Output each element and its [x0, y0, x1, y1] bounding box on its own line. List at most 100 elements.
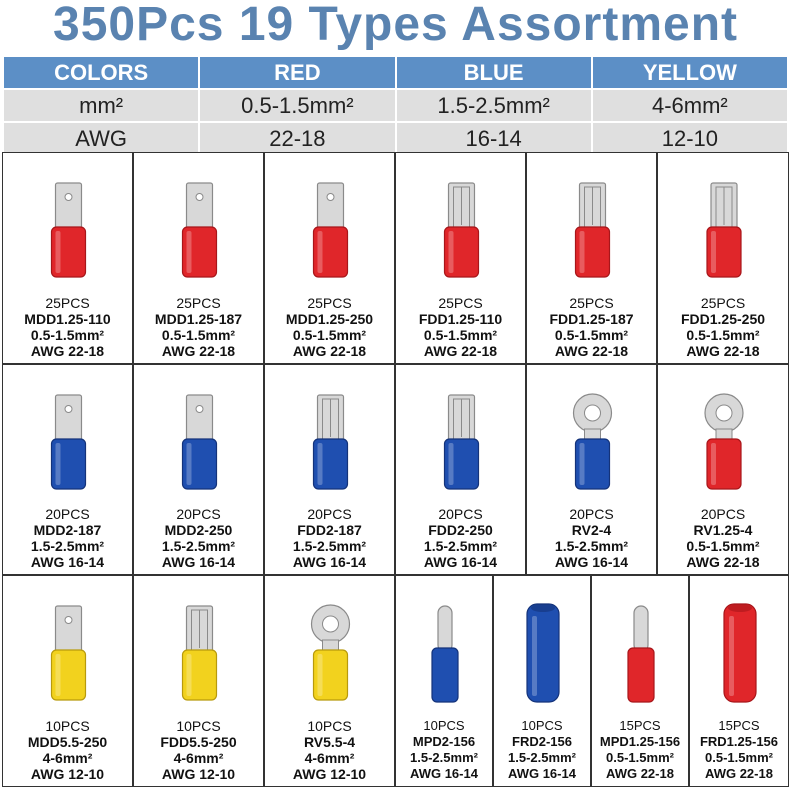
terminal-card: 20PCS FDD2-250 1.5-2.5mm² AWG 16-14 [395, 364, 526, 575]
terminal-size: 1.5-2.5mm² [292, 538, 367, 554]
terminal-model: MDD2-250 [164, 522, 233, 538]
terminal-awg: AWG 22-18 [686, 554, 760, 570]
terminal-awg: AWG 12-10 [161, 766, 236, 782]
male-spade-terminal-icon [181, 394, 218, 490]
header-colors: COLORS [1, 55, 201, 90]
male-spade-terminal-icon [312, 182, 349, 278]
terminal-size: 1.5-2.5mm² [508, 750, 576, 765]
terminal-size: 4-6mm² [304, 750, 355, 766]
terminal-model: MDD1.25-187 [154, 311, 243, 327]
terminal-awg: AWG 16-14 [554, 554, 629, 570]
terminal-size: 4-6mm² [42, 750, 93, 766]
terminal-awg: AWG 16-14 [508, 766, 576, 781]
female-spade-terminal-icon [443, 182, 480, 278]
male-bullet-terminal-icon [627, 605, 655, 703]
terminal-model: FDD1.25-110 [418, 311, 503, 327]
terminal-awg: AWG 16-14 [410, 766, 478, 781]
male-bullet-terminal-icon [431, 605, 459, 703]
terminal-model: MPD1.25-156 [599, 734, 681, 749]
female-spade-terminal-icon [312, 394, 349, 490]
terminal-size: 0.5-1.5mm² [606, 750, 674, 765]
terminal-size: 0.5-1.5mm² [30, 327, 105, 343]
spec-header-row: COLORS RED BLUE YELLOW [1, 55, 790, 90]
terminal-awg: AWG 22-18 [30, 343, 105, 359]
terminal-qty: 25PCS [700, 295, 746, 311]
terminal-label: 10PCS FRD2-156 1.5-2.5mm² AWG 16-14 [494, 718, 590, 782]
terminal-label: 20PCS FDD2-250 1.5-2.5mm² AWG 16-14 [396, 506, 525, 570]
terminal-model: FRD1.25-156 [699, 734, 779, 749]
female-spade-terminal-icon [574, 182, 611, 278]
terminal-awg: AWG 22-18 [161, 343, 236, 359]
terminal-label: 25PCS MDD1.25-110 0.5-1.5mm² AWG 22-18 [3, 295, 132, 359]
terminal-qty: 25PCS [307, 295, 352, 311]
terminal-card: 25PCS FDD1.25-250 0.5-1.5mm² AWG 22-18 [657, 152, 789, 364]
spec-cell: 4-6mm² [590, 88, 790, 123]
terminal-card: 10PCS MDD5.5-250 4-6mm² AWG 12-10 [2, 575, 133, 787]
terminal-card: 20PCS RV1.25-4 0.5-1.5mm² AWG 22-18 [657, 364, 789, 575]
terminal-awg: AWG 12-10 [30, 766, 105, 782]
terminal-awg: AWG 16-14 [423, 554, 498, 570]
terminal-size: 1.5-2.5mm² [410, 750, 478, 765]
terminal-label: 20PCS MDD2-187 1.5-2.5mm² AWG 16-14 [3, 506, 132, 570]
terminal-qty: 25PCS [569, 295, 614, 311]
terminal-qty: 10PCS [423, 718, 465, 733]
terminal-size: 0.5-1.5mm² [705, 750, 773, 765]
terminal-card: 15PCS FRD1.25-156 0.5-1.5mm² AWG 22-18 [689, 575, 789, 787]
terminal-card: 25PCS FDD1.25-187 0.5-1.5mm² AWG 22-18 [526, 152, 657, 364]
terminal-card: 10PCS FRD2-156 1.5-2.5mm² AWG 16-14 [493, 575, 591, 787]
terminal-model: FDD5.5-250 [160, 734, 237, 750]
terminal-awg: AWG 22-18 [606, 766, 674, 781]
spec-cell: AWG [1, 121, 201, 156]
terminal-label: 20PCS RV2-4 1.5-2.5mm² AWG 16-14 [527, 506, 656, 570]
terminal-model: MDD2-187 [33, 522, 102, 538]
terminal-card: 20PCS FDD2-187 1.5-2.5mm² AWG 16-14 [264, 364, 395, 575]
spec-cell: 1.5-2.5mm² [394, 88, 593, 123]
terminal-size: 0.5-1.5mm² [686, 327, 760, 343]
terminal-card: 10PCS RV5.5-4 4-6mm² AWG 12-10 [264, 575, 395, 787]
ring-terminal-icon [310, 604, 351, 701]
terminal-qty: 20PCS [700, 506, 746, 522]
terminal-label: 10PCS MDD5.5-250 4-6mm² AWG 12-10 [3, 718, 132, 782]
terminal-awg: AWG 22-18 [292, 343, 367, 359]
terminal-card: 25PCS MDD1.25-110 0.5-1.5mm² AWG 22-18 [2, 152, 133, 364]
terminal-awg: AWG 22-18 [705, 766, 773, 781]
terminal-label: 15PCS FRD1.25-156 0.5-1.5mm² AWG 22-18 [690, 718, 788, 782]
terminal-qty: 25PCS [438, 295, 483, 311]
terminal-card: 20PCS MDD2-187 1.5-2.5mm² AWG 16-14 [2, 364, 133, 575]
terminal-card: 10PCS MPD2-156 1.5-2.5mm² AWG 16-14 [395, 575, 493, 787]
terminal-model: MDD1.25-110 [24, 311, 111, 327]
terminal-card: 25PCS FDD1.25-110 0.5-1.5mm² AWG 22-18 [395, 152, 526, 364]
spec-row-awg: AWG 22-18 16-14 12-10 [1, 121, 790, 156]
terminal-size: 1.5-2.5mm² [30, 538, 105, 554]
header-yellow: YELLOW [590, 55, 790, 90]
spec-cell: 22-18 [198, 121, 397, 156]
page-title: 350Pcs 19 Types Assortment [53, 0, 738, 51]
spec-cell: 12-10 [590, 121, 790, 156]
terminal-model: FDD1.25-250 [680, 311, 766, 327]
terminal-label: 25PCS MDD1.25-250 0.5-1.5mm² AWG 22-18 [265, 295, 394, 359]
male-spade-terminal-icon [50, 605, 87, 701]
terminal-qty: 20PCS [569, 506, 614, 522]
terminal-label: 25PCS MDD1.25-187 0.5-1.5mm² AWG 22-18 [134, 295, 263, 359]
terminal-label: 10PCS RV5.5-4 4-6mm² AWG 12-10 [265, 718, 394, 782]
male-spade-terminal-icon [50, 394, 87, 490]
terminal-qty: 15PCS [619, 718, 661, 733]
terminal-awg: AWG 12-10 [292, 766, 367, 782]
terminal-size: 4-6mm² [173, 750, 224, 766]
terminal-awg: AWG 22-18 [423, 343, 498, 359]
terminal-label: 20PCS RV1.25-4 0.5-1.5mm² AWG 22-18 [658, 506, 788, 570]
terminal-model: MDD1.25-250 [285, 311, 374, 327]
terminal-size: 1.5-2.5mm² [554, 538, 629, 554]
terminal-model: MPD2-156 [412, 734, 476, 749]
terminal-card: 10PCS FDD5.5-250 4-6mm² AWG 12-10 [133, 575, 264, 787]
header-red: RED [198, 55, 397, 90]
terminal-size: 1.5-2.5mm² [423, 538, 498, 554]
terminal-awg: AWG 16-14 [161, 554, 236, 570]
terminal-model: FDD1.25-187 [549, 311, 634, 327]
terminal-label: 15PCS MPD1.25-156 0.5-1.5mm² AWG 22-18 [592, 718, 688, 782]
terminal-size: 0.5-1.5mm² [161, 327, 236, 343]
spec-row-mm2: mm² 0.5-1.5mm² 1.5-2.5mm² 4-6mm² [1, 88, 790, 123]
terminal-size: 0.5-1.5mm² [423, 327, 498, 343]
terminal-label: 25PCS FDD1.25-187 0.5-1.5mm² AWG 22-18 [527, 295, 656, 359]
male-spade-terminal-icon [181, 182, 218, 278]
